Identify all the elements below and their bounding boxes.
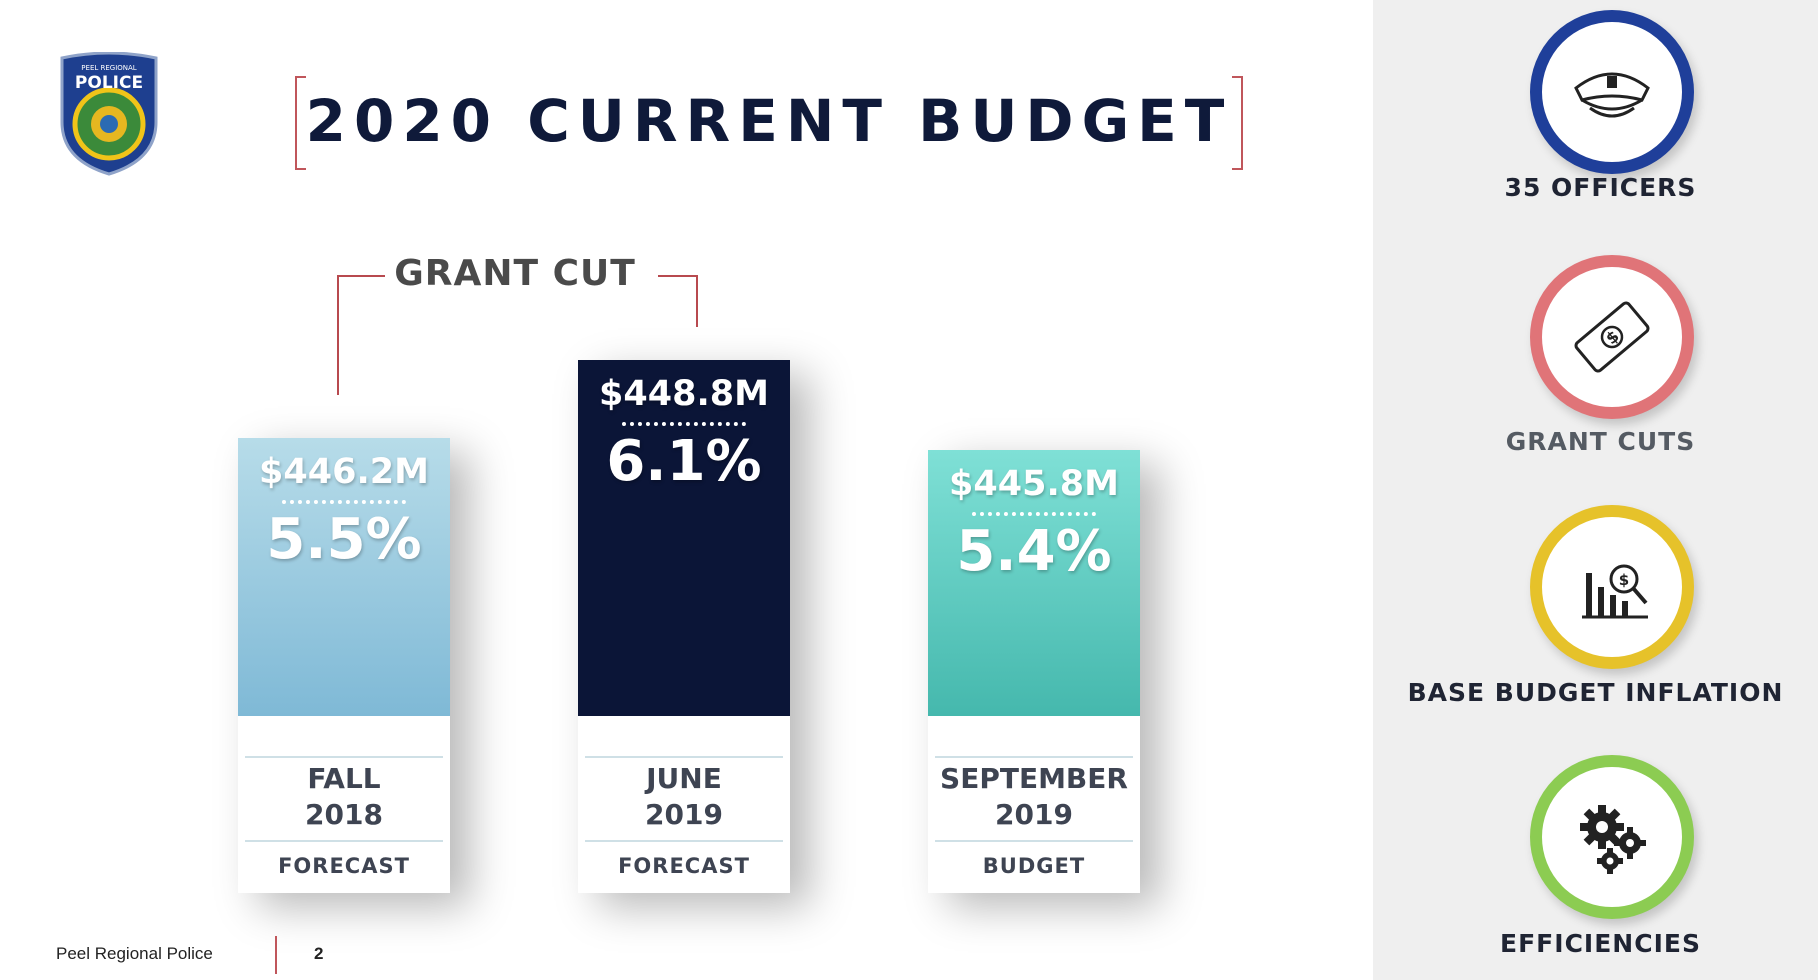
bar-period-year: 2018 [305, 798, 383, 831]
period-rule-top [585, 756, 783, 758]
bar-fill [578, 360, 790, 716]
title-left-bracket [295, 76, 306, 170]
footer-org-name: Peel Regional Police [56, 944, 213, 963]
bar-period-card: SEPTEMBER 2019 BUDGET [928, 716, 1140, 893]
police-badge-logo: PEEL REGIONAL POLICE [56, 51, 162, 178]
reason-label-base-budget-inflation: BASE BUDGET INFLATION [1407, 678, 1784, 707]
officers-icon-circle [1530, 10, 1694, 174]
money-bill-icon: $ [1574, 301, 1650, 373]
bar-period-card: FALL 2018 FORECAST [238, 716, 450, 893]
budget-bar: $445.8M 5.4% SEPTEMBER 2019 BUDGET [928, 450, 1140, 893]
bar-dotted-divider [622, 422, 746, 426]
budget-drivers-panel: 35 OFFICERS $ GRANT CUTS $ BASE BUDGET I… [1373, 0, 1818, 980]
title-frame: 2020 CURRENT BUDGET [295, 76, 1243, 170]
police-cap-icon [1574, 72, 1650, 118]
bar-percent-label: 6.1% [606, 429, 762, 494]
footer-divider [275, 936, 277, 974]
bar-dotted-divider [972, 512, 1096, 516]
period-rule-bottom [585, 840, 783, 842]
svg-text:PEEL REGIONAL: PEEL REGIONAL [81, 64, 137, 72]
period-rule-bottom [245, 840, 443, 842]
bar-kind-label: BUDGET [982, 854, 1086, 878]
inflation-icon-circle: $ [1530, 505, 1694, 669]
reason-label-efficiencies: EFFICIENCIES [1500, 929, 1701, 958]
bar-period-year: 2019 [645, 798, 723, 831]
bar-period-year: 2019 [995, 798, 1073, 831]
period-rule-top [935, 756, 1133, 758]
period-rule-top [245, 756, 443, 758]
efficiencies-icon-circle [1530, 755, 1694, 919]
bar-fill [928, 450, 1140, 716]
bar-period-month: JUNE [646, 762, 722, 795]
page-title: 2020 CURRENT BUDGET [305, 87, 1233, 155]
bar-amount-label: $448.8M [599, 374, 769, 414]
reason-label-officers: 35 OFFICERS [1504, 173, 1697, 202]
bar-period-month: SEPTEMBER [940, 762, 1128, 795]
title-right-bracket [1232, 76, 1243, 170]
bar-amount-label: $446.2M [259, 452, 429, 492]
grant-cut-right-connector [658, 275, 698, 327]
grant-cut-left-connector [337, 275, 385, 395]
budget-chart-icon: $ [1582, 564, 1648, 619]
bar-period-card: JUNE 2019 FORECAST [578, 716, 790, 893]
period-rule-bottom [935, 840, 1133, 842]
gears-icon [1580, 805, 1646, 874]
bar-fill [238, 438, 450, 716]
bar-period-month: FALL [307, 762, 381, 795]
grant-cut-label: GRANT CUT [394, 253, 636, 294]
reason-label-grant-cuts: GRANT CUTS [1505, 427, 1696, 456]
bar-percent-label: 5.5% [266, 507, 422, 572]
bar-amount-label: $445.8M [949, 464, 1119, 504]
bar-kind-label: FORECAST [618, 854, 750, 878]
bar-kind-label: FORECAST [278, 854, 410, 878]
svg-text:$: $ [1619, 571, 1629, 589]
grant-cuts-icon-circle: $ [1530, 255, 1694, 419]
budget-bar: $446.2M 5.5% FALL 2018 FORECAST [238, 438, 450, 893]
bar-dotted-divider [282, 500, 406, 504]
svg-text:POLICE: POLICE [75, 73, 143, 93]
budget-bar: $448.8M 6.1% JUNE 2019 FORECAST [578, 360, 790, 893]
bar-percent-label: 5.4% [956, 519, 1112, 584]
page-number: 2 [314, 944, 324, 963]
slide: PEEL REGIONAL POLICE 2020 CURRENT BUDGET… [56, 51, 1243, 974]
